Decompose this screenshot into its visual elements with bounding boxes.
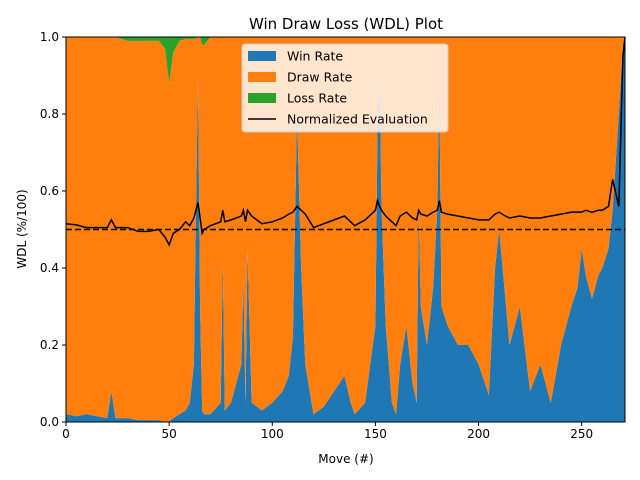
evaluation-line-group [65, 36, 626, 247]
x-tick-label: 50 [161, 427, 176, 441]
y-tick-label: 0.0 [40, 415, 59, 429]
normalized-evaluation-line [65, 36, 626, 247]
legend-swatch [248, 93, 276, 103]
y-tick-label: 1.0 [40, 30, 59, 44]
y-tick-label: 0.2 [40, 338, 59, 352]
x-tick-label: 250 [570, 427, 593, 441]
y-tick-label: 0.6 [40, 184, 59, 198]
win-rate-area [66, 37, 625, 422]
x-tick-label: 0 [62, 427, 70, 441]
y-tick-label: 0.8 [40, 107, 59, 121]
chart-title: Win Draw Loss (WDL) Plot [249, 15, 443, 33]
y-axis-label: WDL (%/100) [15, 189, 29, 268]
legend-label: Win Rate [287, 49, 343, 64]
x-tick-label: 150 [364, 427, 387, 441]
x-tick-label: 100 [261, 427, 284, 441]
x-tick-label: 200 [467, 427, 490, 441]
legend-swatch [248, 51, 276, 61]
y-tick-label: 0.4 [40, 261, 59, 275]
plot-frame [65, 36, 626, 423]
legend-label: Loss Rate [287, 91, 347, 106]
x-axis-label: Move (#) [318, 452, 373, 466]
x-axis-ticks: 0 50 100 150 200 250 [62, 422, 593, 441]
y-axis-ticks: 0.0 0.2 0.4 0.6 0.8 1.0 [40, 30, 66, 429]
legend: Win Rate Draw Rate Loss Rate Normalized Eva… [241, 43, 449, 133]
legend-box [241, 43, 449, 133]
legend-label: Normalized Evaluation [287, 112, 428, 127]
legend-swatch [248, 72, 276, 82]
legend-label: Draw Rate [287, 70, 353, 85]
